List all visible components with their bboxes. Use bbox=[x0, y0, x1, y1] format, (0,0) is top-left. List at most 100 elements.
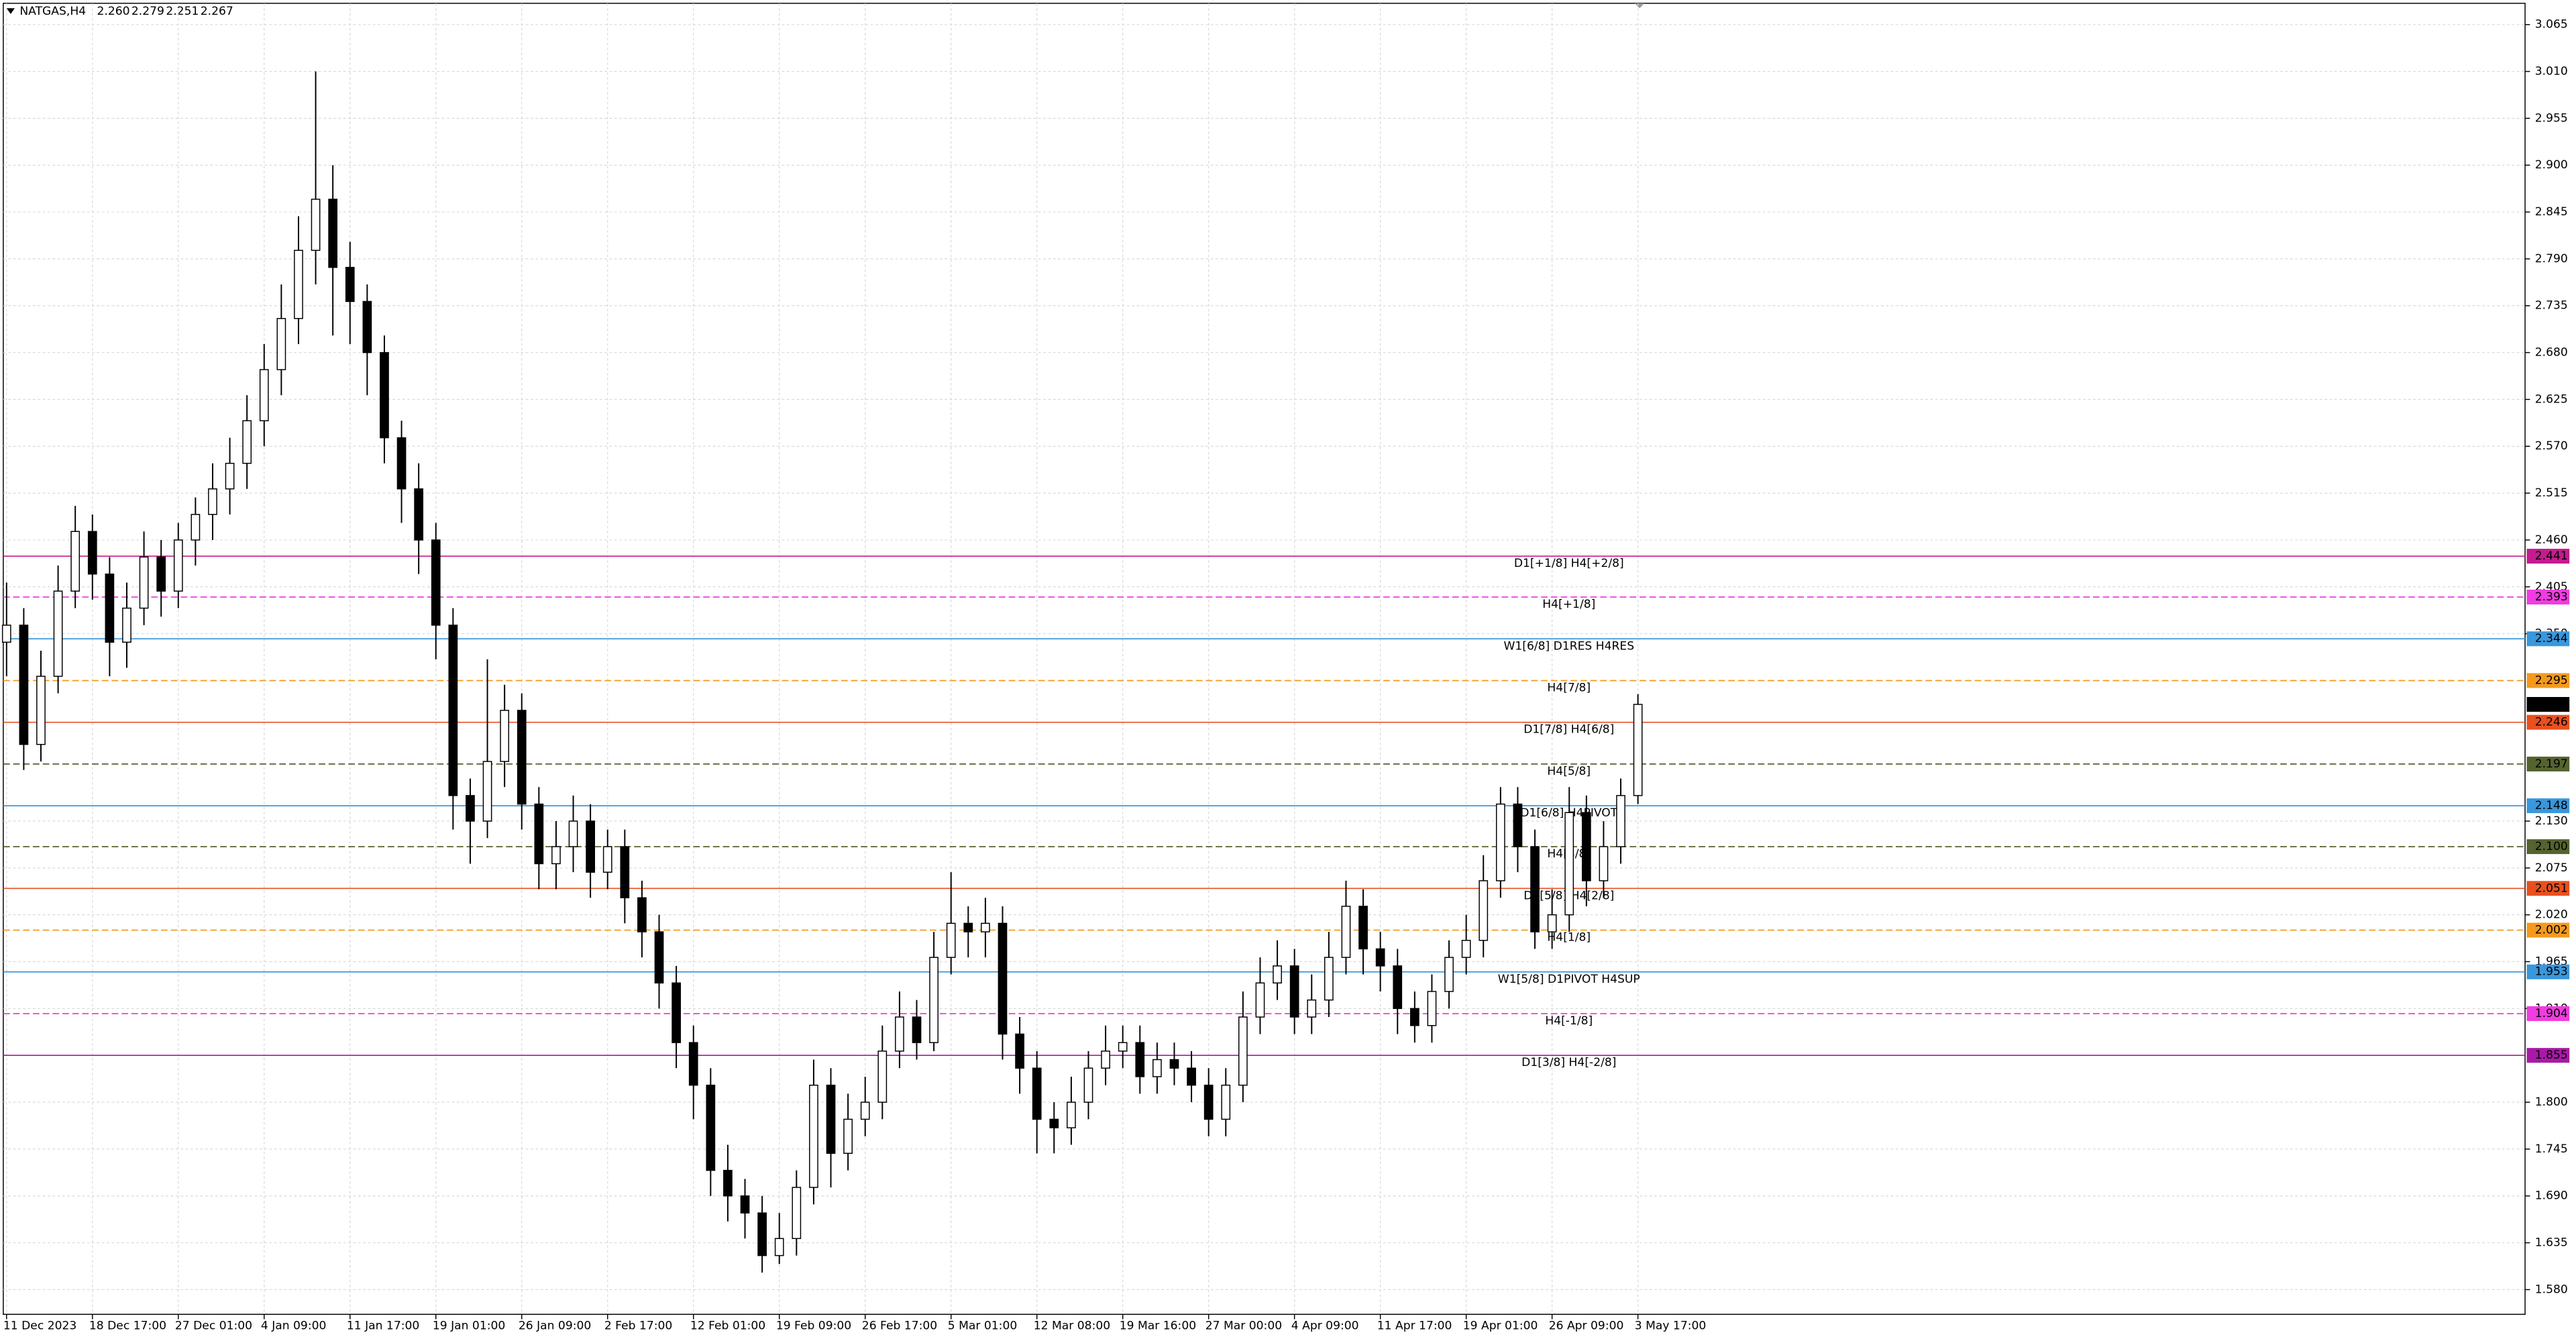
candle-body bbox=[1187, 1067, 1196, 1086]
level-label: H4[-1/8] bbox=[1545, 1014, 1593, 1028]
candle-body bbox=[139, 556, 149, 609]
x-tick-label: 3 May 17:00 bbox=[1635, 1319, 1707, 1332]
candle-body bbox=[1221, 1084, 1231, 1120]
price-tag bbox=[2526, 1048, 2570, 1063]
candle-body bbox=[723, 1169, 733, 1197]
candle-body bbox=[500, 710, 510, 762]
candle-body bbox=[757, 1212, 767, 1256]
candle-body bbox=[963, 922, 973, 932]
price-tag bbox=[2526, 881, 2570, 896]
x-tick-label: 19 Apr 01:00 bbox=[1463, 1319, 1538, 1332]
candle-body bbox=[1409, 1008, 1419, 1026]
candle-body bbox=[620, 846, 630, 899]
price-tag-label: 2.295 bbox=[2535, 674, 2568, 687]
candle-body bbox=[1393, 965, 1403, 1010]
candle-body bbox=[482, 761, 492, 822]
x-tick-label: 2 Feb 17:00 bbox=[604, 1319, 672, 1332]
y-tick-label: 3.065 bbox=[2535, 18, 2568, 32]
price-tag bbox=[2526, 673, 2570, 688]
candle-body bbox=[1255, 982, 1265, 1018]
candle-body bbox=[946, 922, 956, 958]
candle-body bbox=[774, 1238, 784, 1256]
y-tick-label: 2.845 bbox=[2535, 205, 2568, 219]
candle-body bbox=[654, 931, 664, 983]
x-tick-label: 18 Dec 17:00 bbox=[89, 1319, 166, 1332]
candle-body bbox=[328, 199, 338, 268]
candle-body bbox=[414, 488, 424, 541]
last-price-tag bbox=[2526, 696, 2570, 712]
level-label: D1[7/8] H4[6/8] bbox=[1523, 723, 1614, 737]
x-tick-label: 4 Apr 09:00 bbox=[1291, 1319, 1359, 1332]
candle-body bbox=[311, 199, 321, 251]
candle-body bbox=[1461, 940, 1471, 958]
level-label: W1[6/8] D1RES H4RES bbox=[1503, 639, 1634, 653]
candle-body bbox=[1599, 846, 1609, 881]
price-tag-label: 2.051 bbox=[2535, 881, 2568, 895]
price-tag-label: 2.148 bbox=[2535, 799, 2568, 812]
candle-body bbox=[1341, 906, 1351, 958]
candle-body bbox=[877, 1051, 888, 1103]
x-tick-label: 12 Feb 01:00 bbox=[690, 1319, 765, 1332]
x-tick-label: 19 Mar 16:00 bbox=[1120, 1319, 1196, 1332]
candle-body bbox=[105, 573, 115, 643]
y-tick-label: 2.790 bbox=[2535, 252, 2568, 266]
candle-body bbox=[36, 676, 46, 745]
candle-body bbox=[534, 803, 544, 865]
candle-body bbox=[1289, 965, 1299, 1018]
candle-body bbox=[466, 795, 475, 822]
candle-body bbox=[1083, 1067, 1093, 1103]
x-tick-label: 4 Jan 09:00 bbox=[261, 1319, 327, 1332]
y-tick-label: 1.745 bbox=[2535, 1142, 2568, 1156]
candle-body bbox=[1530, 846, 1540, 932]
candle-body bbox=[998, 922, 1008, 1035]
x-tick-label: 11 Jan 17:00 bbox=[347, 1319, 419, 1332]
candle-body bbox=[173, 539, 183, 592]
candle-body bbox=[1479, 880, 1489, 941]
candle-body bbox=[895, 1016, 904, 1052]
x-tick-label: 26 Jan 09:00 bbox=[519, 1319, 591, 1332]
price-tag-label: 2.002 bbox=[2535, 924, 2568, 937]
x-tick-label: 11 Apr 17:00 bbox=[1377, 1319, 1452, 1332]
candle-body bbox=[259, 369, 269, 421]
x-tick-label: 27 Dec 01:00 bbox=[175, 1319, 252, 1332]
candle-body bbox=[448, 625, 458, 796]
candle-body bbox=[1118, 1042, 1128, 1052]
level-label: H4[+1/8] bbox=[1542, 598, 1595, 611]
x-tick-label: 5 Mar 01:00 bbox=[948, 1319, 1017, 1332]
level-label: H4[7/8] bbox=[1547, 681, 1591, 694]
candle-body bbox=[1633, 704, 1643, 796]
candle-body bbox=[191, 514, 201, 541]
candle-body bbox=[1547, 914, 1557, 932]
candle-body bbox=[208, 488, 217, 515]
x-tick-label: 19 Jan 01:00 bbox=[433, 1319, 505, 1332]
candle-body bbox=[843, 1118, 853, 1154]
candle-body bbox=[1032, 1067, 1042, 1120]
candle-body bbox=[53, 590, 63, 677]
candle-body bbox=[1015, 1033, 1024, 1069]
price-tag bbox=[2526, 1006, 2570, 1021]
candle-body bbox=[1513, 803, 1523, 847]
candle-body bbox=[929, 957, 938, 1043]
y-tick-label: 3.010 bbox=[2535, 65, 2568, 78]
candle-body bbox=[156, 556, 166, 592]
candle-body bbox=[1, 625, 11, 643]
symbol-menu-icon[interactable] bbox=[6, 8, 15, 14]
candle-body bbox=[586, 820, 595, 873]
level-label: D1[3/8] H4[-2/8] bbox=[1521, 1056, 1616, 1069]
candle-body bbox=[431, 539, 441, 626]
candle-body bbox=[87, 531, 97, 575]
candle-body bbox=[981, 922, 990, 932]
candle-body bbox=[1375, 948, 1385, 967]
levels: D1[+1/8] H4[+2/8] H4[+1/8] W1[6/8] D1RES H… bbox=[3, 555, 2526, 1069]
price-tag bbox=[2526, 798, 2570, 814]
candle-body bbox=[1203, 1084, 1214, 1120]
candle-body bbox=[740, 1195, 750, 1214]
y-tick-label: 2.955 bbox=[2535, 111, 2568, 125]
price-tag bbox=[2526, 756, 2570, 771]
candle-body bbox=[1169, 1059, 1179, 1069]
price-tag-label: 1.855 bbox=[2535, 1049, 2568, 1062]
price-tag-label: 2.441 bbox=[2535, 549, 2568, 563]
ohlc-open: 2.260 bbox=[97, 5, 129, 18]
level-label: H4[1/8] bbox=[1547, 931, 1591, 945]
